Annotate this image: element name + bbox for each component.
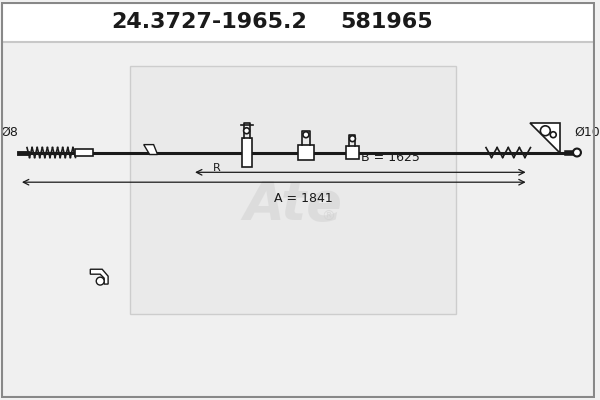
- Polygon shape: [144, 145, 158, 154]
- Circle shape: [573, 148, 581, 156]
- Text: Ø8: Ø8: [0, 126, 18, 139]
- Text: ®: ®: [321, 210, 335, 224]
- Text: A = 1841: A = 1841: [274, 192, 333, 205]
- Circle shape: [541, 126, 550, 136]
- Text: 24.3727-1965.2: 24.3727-1965.2: [111, 12, 307, 32]
- FancyBboxPatch shape: [1, 2, 595, 42]
- Text: 581965: 581965: [341, 12, 433, 32]
- Circle shape: [303, 132, 309, 138]
- FancyBboxPatch shape: [130, 66, 456, 314]
- Text: B = 1625: B = 1625: [361, 151, 419, 164]
- Polygon shape: [530, 123, 560, 152]
- FancyBboxPatch shape: [298, 145, 314, 160]
- Circle shape: [244, 128, 250, 134]
- Text: Ø10: Ø10: [574, 126, 600, 139]
- Text: Ate: Ate: [244, 179, 343, 231]
- FancyBboxPatch shape: [242, 138, 251, 167]
- Circle shape: [550, 132, 556, 138]
- Polygon shape: [91, 269, 108, 284]
- Circle shape: [349, 136, 355, 142]
- Text: R: R: [213, 163, 221, 173]
- FancyBboxPatch shape: [346, 146, 359, 160]
- Circle shape: [96, 277, 104, 285]
- FancyBboxPatch shape: [76, 148, 93, 156]
